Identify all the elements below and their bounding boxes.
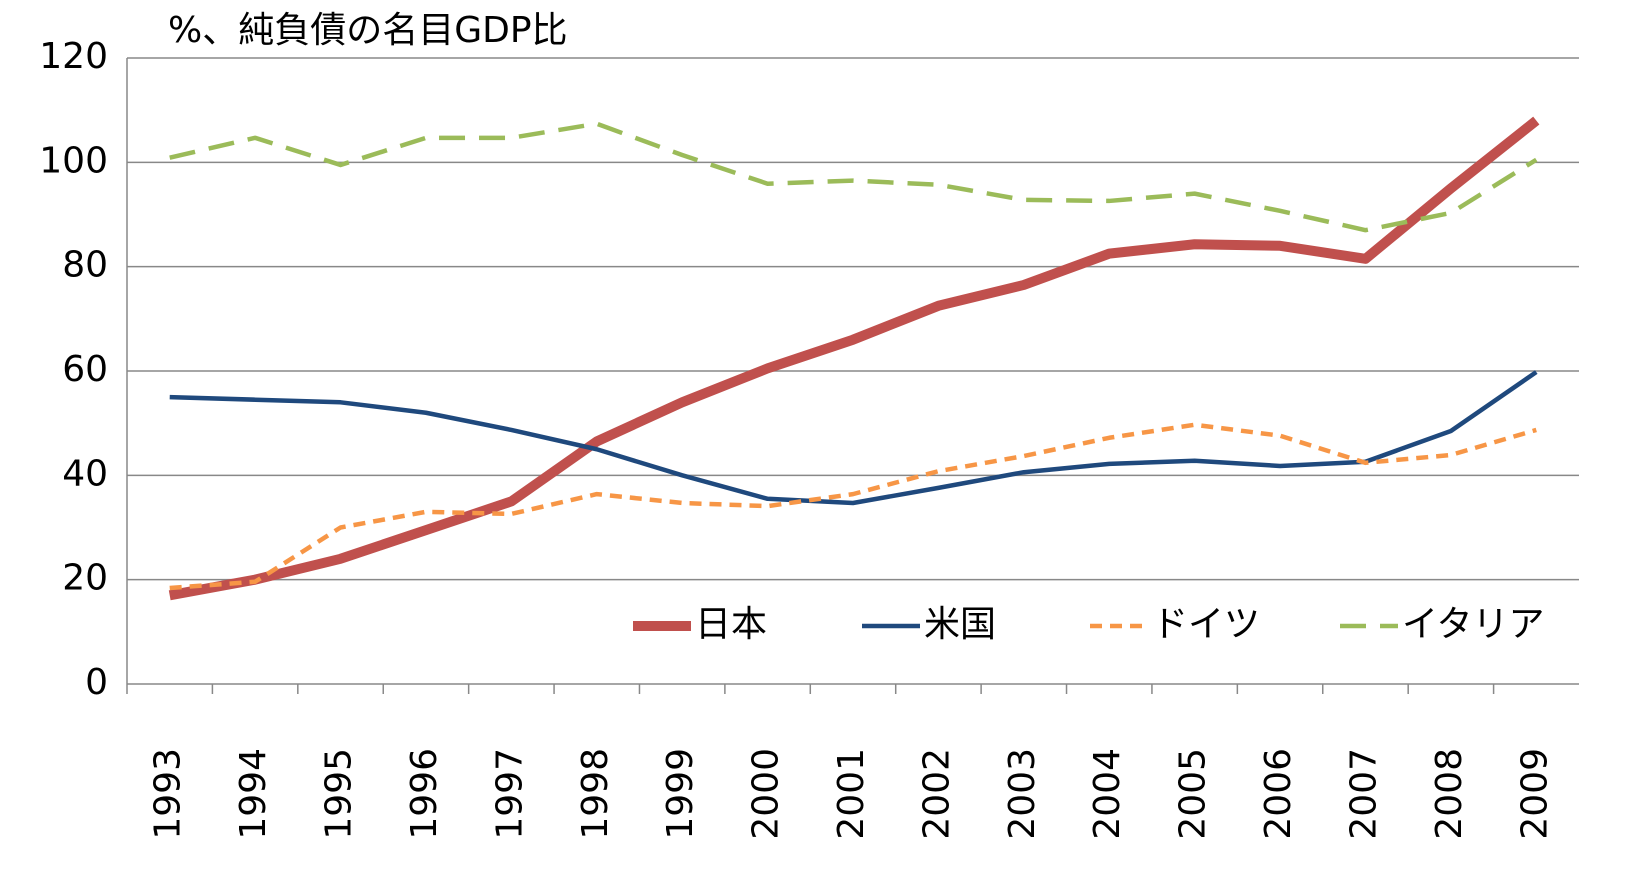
series-line bbox=[168, 116, 1540, 601]
x-tick-label: 1995 bbox=[319, 748, 360, 840]
x-tick-label: 1998 bbox=[575, 748, 616, 840]
series-line bbox=[169, 121, 1538, 233]
x-tick-label: 2003 bbox=[1002, 748, 1043, 840]
legend-label: 日本 bbox=[695, 604, 767, 645]
y-tick-label: 80 bbox=[62, 245, 108, 286]
x-tick-label: 2000 bbox=[746, 748, 787, 840]
x-tick-label: 2009 bbox=[1514, 748, 1555, 840]
legend-label: 米国 bbox=[924, 604, 996, 645]
x-tick-label: 2001 bbox=[831, 748, 872, 840]
y-tick-label: 120 bbox=[39, 36, 108, 77]
x-tick-label: 1996 bbox=[404, 748, 445, 840]
legend-label: ドイツ bbox=[1152, 604, 1260, 645]
chart-title: %、純負債の名目GDP比 bbox=[168, 10, 568, 51]
series-line bbox=[169, 370, 1538, 506]
legend-label: イタリア bbox=[1402, 604, 1545, 645]
x-tick-label: 2007 bbox=[1343, 748, 1384, 840]
y-tick-label: 60 bbox=[62, 349, 108, 390]
y-tick-label: 40 bbox=[62, 453, 108, 494]
x-tick-label: 1994 bbox=[233, 748, 274, 840]
x-tick-label: 2004 bbox=[1087, 748, 1128, 840]
y-tick-label: 20 bbox=[62, 558, 108, 599]
x-tick-label: 1993 bbox=[148, 748, 189, 840]
x-tick-label: 2002 bbox=[916, 748, 957, 840]
y-tick-label: 0 bbox=[85, 662, 108, 703]
y-tick-label: 100 bbox=[39, 140, 108, 181]
series-line bbox=[169, 422, 1537, 591]
x-tick-label: 1997 bbox=[489, 748, 530, 840]
x-tick-label: 2006 bbox=[1258, 748, 1299, 840]
x-tick-label: 2005 bbox=[1173, 748, 1214, 840]
x-tick-label: 2008 bbox=[1429, 748, 1470, 840]
x-tick-label: 1999 bbox=[660, 748, 701, 840]
